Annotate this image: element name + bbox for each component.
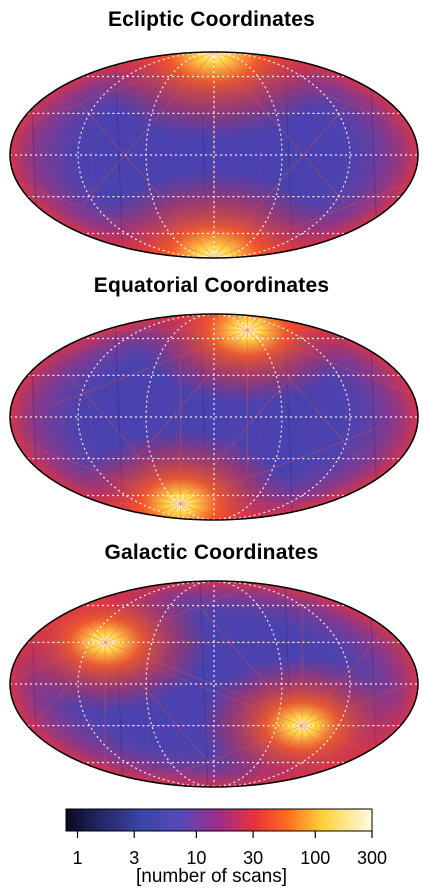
- hotspot: [136, 314, 359, 405]
- hotspot: [82, 52, 346, 140]
- hotspot-ray: [213, 106, 346, 258]
- map-outline: [9, 51, 419, 259]
- hotspot: [82, 170, 346, 258]
- colorbar-tick-label: 100: [300, 848, 330, 868]
- hotspot-ray: [247, 329, 418, 405]
- hotspot-ray: [301, 655, 418, 727]
- hotspot-ray: [197, 604, 303, 726]
- meridian-gridline: [145, 52, 215, 258]
- colorbar: 1 3 10 30 100 300: [65, 808, 387, 868]
- colorbar-gradient: [65, 808, 373, 832]
- hotspot-ray: [55, 329, 248, 405]
- colorbar-tick-label: 30: [243, 848, 263, 868]
- hotspot-ray: [55, 314, 248, 331]
- hotspot-ray: [82, 106, 215, 258]
- hotspot-ray: [104, 581, 286, 643]
- colorbar-tick-label: 1: [73, 848, 83, 868]
- map-outline: [9, 313, 419, 521]
- colorbar-tick-label: 300: [357, 848, 387, 868]
- hotspot-ray: [180, 503, 373, 520]
- equatorial-title: Equatorial Coordinates: [93, 274, 330, 297]
- galactic-title: Galactic Coordinates: [104, 541, 319, 564]
- meridian-gridline: [145, 314, 215, 520]
- hotspot-ray: [104, 642, 210, 764]
- map-outline: [9, 580, 419, 788]
- hotspot-ray: [180, 429, 373, 505]
- ecliptic-map: [9, 51, 419, 259]
- hotspot-ray: [180, 375, 292, 505]
- colorbar-tick-label: 10: [186, 848, 206, 868]
- meridian-gridline: [213, 581, 283, 787]
- hotspot-ray: [213, 52, 418, 140]
- meridian-gridline: [213, 314, 283, 520]
- hotspot-ray: [247, 329, 359, 459]
- hotspot-ray: [10, 429, 181, 505]
- hotspot-ray: [121, 655, 303, 727]
- hotspot-ray: [10, 52, 215, 140]
- hotspot-ray: [82, 52, 215, 204]
- hotspot-ray: [69, 375, 181, 505]
- hotspot-ray: [10, 170, 215, 258]
- hotspot-ray: [213, 52, 346, 204]
- meridian-gridline: [213, 52, 283, 258]
- hotspot-ray: [10, 641, 106, 713]
- colorbar-label: [number of scans]: [135, 866, 288, 887]
- hotspot: [69, 429, 292, 520]
- ecliptic-title: Ecliptic Coordinates: [107, 8, 316, 31]
- equatorial-map: [9, 313, 419, 521]
- hotspot-ray: [213, 170, 418, 258]
- colorbar-tick-label: 3: [129, 848, 139, 868]
- meridian-gridline: [145, 581, 215, 787]
